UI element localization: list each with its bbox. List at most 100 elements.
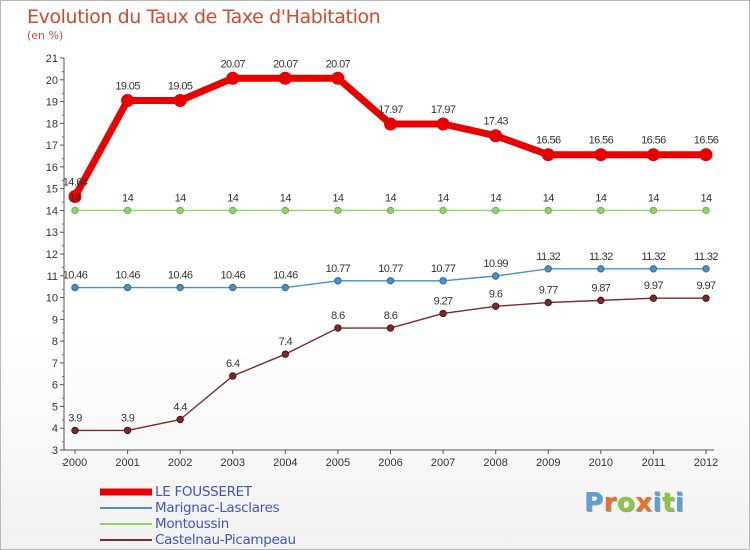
legend-label: Castelnau-Picampeau	[155, 532, 296, 548]
data-point-castelnau-picampeau	[439, 309, 447, 318]
y-tick-label: 3	[52, 445, 58, 457]
data-point-castelnau-picampeau	[491, 302, 500, 310]
data-point-montoussin	[123, 206, 132, 215]
y-tick-label: 6	[52, 380, 58, 392]
y-tick-label: 19	[46, 97, 58, 109]
x-tick-label: 2010	[589, 457, 613, 469]
data-point-marignac-lasclares	[229, 283, 237, 292]
legend-label: Marignac-Lasclares	[155, 500, 280, 516]
y-tick-label: 17	[46, 140, 58, 152]
data-label-le-fousseret: 16.56	[589, 135, 614, 147]
data-point-marignac-lasclares	[597, 265, 605, 273]
chart-title: Evolution du Taux de Taxe d'Habitation	[27, 6, 381, 28]
data-label-castelnau-picampeau: 7.4	[279, 336, 293, 348]
y-tick-label: 21	[46, 53, 58, 65]
data-label-montoussin: 14	[595, 192, 607, 204]
data-point-marignac-lasclares	[544, 265, 552, 273]
data-label-montoussin: 14	[700, 192, 712, 204]
data-label-le-fousseret: 20.07	[326, 58, 351, 70]
logo-letter: t	[661, 488, 675, 518]
data-point-castelnau-picampeau	[71, 426, 79, 435]
data-label-castelnau-picampeau: 9.77	[539, 285, 558, 297]
data-point-marignac-lasclares	[334, 277, 342, 285]
y-tick-label: 9	[52, 314, 58, 326]
data-label-le-fousseret: 20.07	[220, 58, 245, 70]
data-label-marignac-lasclares: 10.77	[326, 263, 351, 275]
data-label-montoussin: 14	[543, 192, 555, 204]
data-point-montoussin	[176, 206, 184, 215]
data-point-marignac-lasclares	[176, 283, 184, 292]
data-label-castelnau-picampeau: 6.4	[226, 358, 240, 370]
x-tick-label: 2004	[273, 457, 297, 469]
data-label-le-fousseret: 20.07	[273, 58, 298, 70]
data-point-marignac-lasclares	[702, 265, 710, 273]
data-label-montoussin: 14	[332, 192, 344, 204]
data-label-le-fousseret: 16.56	[694, 135, 719, 147]
x-tick-label: 2002	[168, 457, 192, 469]
data-label-le-fousseret: 19.05	[168, 80, 193, 92]
data-label-marignac-lasclares: 11.32	[642, 251, 666, 263]
data-point-le-fousseret	[331, 71, 345, 85]
x-tick-label: 2006	[378, 457, 402, 469]
data-label-montoussin: 14	[175, 192, 187, 204]
y-tick-label: 12	[46, 249, 58, 261]
logo-letter: r	[603, 488, 617, 518]
y-tick-label: 18	[46, 118, 58, 130]
data-point-montoussin	[229, 206, 237, 215]
data-point-castelnau-picampeau	[281, 350, 290, 358]
data-label-montoussin: 14	[385, 192, 397, 204]
logo-letter: o	[616, 488, 636, 518]
y-tick-label: 4	[52, 423, 58, 435]
data-point-castelnau-picampeau	[702, 294, 710, 302]
logo-letter: i	[652, 488, 662, 518]
data-label-montoussin: 14	[490, 192, 502, 204]
data-label-marignac-lasclares: 10.46	[63, 270, 88, 282]
data-point-montoussin	[702, 206, 710, 215]
data-point-castelnau-picampeau	[649, 294, 658, 302]
data-label-marignac-lasclares: 11.32	[536, 251, 560, 263]
data-point-marignac-lasclares	[439, 277, 447, 285]
data-label-le-fousseret: 17.97	[378, 104, 403, 116]
x-tick-label: 2012	[694, 457, 718, 469]
data-label-montoussin: 14	[69, 192, 81, 204]
data-point-le-fousseret	[594, 148, 608, 162]
data-point-marignac-lasclares	[491, 272, 500, 280]
y-tick-label: 10	[46, 293, 58, 305]
data-point-castelnau-picampeau	[597, 296, 605, 305]
logo-letter: P	[584, 488, 604, 518]
data-label-montoussin: 14	[122, 192, 134, 204]
data-label-marignac-lasclares: 11.32	[694, 251, 718, 263]
data-point-montoussin	[544, 206, 552, 215]
x-tick-label: 2005	[326, 457, 350, 469]
data-point-marignac-lasclares	[281, 283, 290, 292]
data-label-castelnau-picampeau: 9.27	[434, 295, 453, 307]
data-point-le-fousseret	[646, 148, 660, 162]
data-label-castelnau-picampeau: 8.6	[384, 310, 398, 322]
data-point-marignac-lasclares	[649, 265, 658, 273]
data-point-le-fousseret	[436, 117, 450, 131]
data-label-montoussin: 14	[648, 192, 660, 204]
data-label-montoussin: 14	[280, 192, 292, 204]
x-tick-label: 2011	[642, 457, 666, 469]
x-tick-label: 2008	[483, 457, 507, 469]
data-label-le-fousseret: 16.56	[536, 135, 561, 147]
data-point-le-fousseret	[278, 71, 292, 85]
data-label-castelnau-picampeau: 8.6	[331, 310, 345, 322]
data-point-marignac-lasclares	[386, 277, 395, 285]
data-label-le-fousseret: 17.43	[483, 116, 508, 128]
data-point-castelnau-picampeau	[544, 298, 552, 307]
legend-swatch	[100, 539, 152, 541]
data-point-le-fousseret	[226, 71, 240, 85]
data-point-le-fousseret	[68, 190, 82, 204]
data-point-montoussin	[71, 206, 79, 215]
data-point-montoussin	[386, 206, 395, 215]
data-label-castelnau-picampeau: 9.97	[644, 280, 663, 292]
data-point-montoussin	[649, 206, 658, 215]
data-point-montoussin	[491, 206, 500, 215]
data-label-marignac-lasclares: 10.46	[115, 270, 140, 282]
data-point-le-fousseret	[121, 93, 135, 107]
y-tick-label: 20	[46, 75, 58, 87]
y-tick-label: 8	[52, 336, 58, 348]
legend-label: Montoussin	[155, 516, 229, 532]
